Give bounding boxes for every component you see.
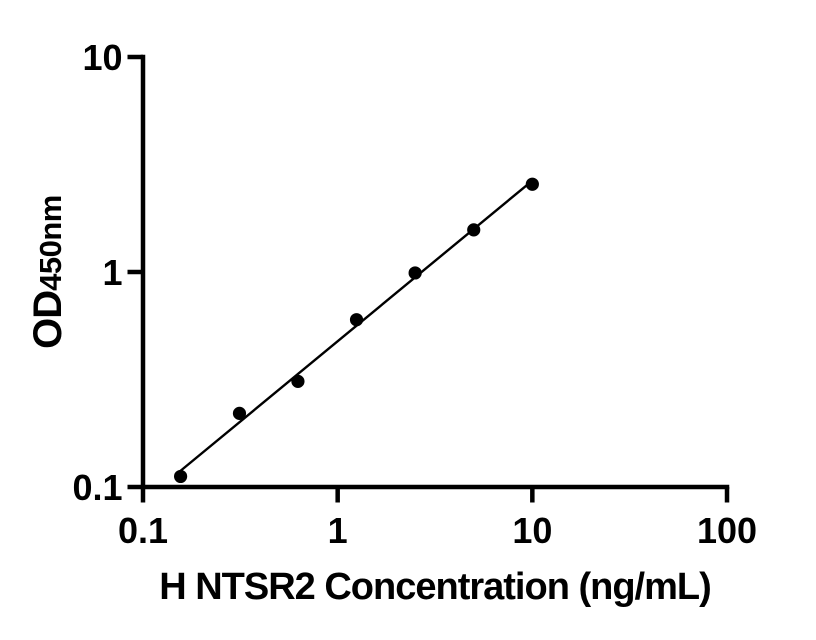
y-axis-title: OD450nm	[24, 152, 72, 392]
data-point	[291, 374, 305, 388]
x-tick-label: 10	[512, 510, 552, 551]
x-tick-label: 100	[697, 510, 757, 551]
data-point	[232, 406, 247, 420]
y-axis-title-sub: 450nm	[33, 195, 68, 291]
data-point	[173, 469, 188, 484]
data-point	[408, 266, 422, 280]
data-point	[525, 177, 539, 191]
x-axis-title: H NTSR2 Concentration (ng/mL)	[159, 566, 712, 608]
x-tick-label: 0.1	[118, 510, 168, 551]
data-point	[349, 313, 364, 327]
x-tick-label: 1	[328, 510, 348, 551]
axis-frame	[140, 54, 730, 490]
data-point	[467, 223, 481, 237]
y-axis-title-main: OD	[26, 290, 70, 349]
y-tick-label: 1	[102, 252, 122, 293]
y-tick-label: 10	[82, 37, 122, 78]
y-tick-label: 0.1	[72, 467, 122, 508]
